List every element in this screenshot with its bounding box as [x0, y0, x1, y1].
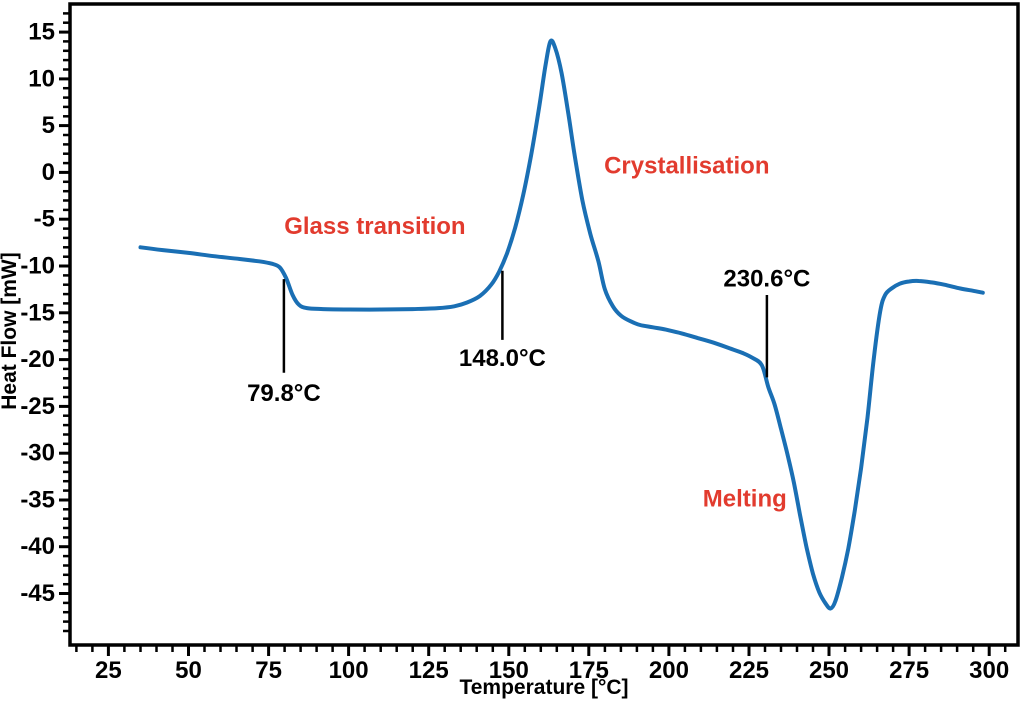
- annotations-group: Glass transition Crystallisation Melting 79…: [247, 152, 810, 512]
- y-tick-label: 5: [42, 112, 55, 139]
- x-axis-title: Temperature [°C]: [459, 676, 628, 699]
- phase-label-glass-transition: Glass transition: [284, 213, 465, 240]
- y-axis-title: Heat Flow [mW]: [0, 252, 21, 410]
- y-tick-label: 15: [28, 19, 55, 46]
- temp-marker-label: 230.6°C: [723, 266, 810, 293]
- y-tick-label: -25: [20, 393, 55, 420]
- plot-frame: [68, 2, 1020, 647]
- x-tick-label: 100: [329, 657, 369, 684]
- x-tick-label: 250: [809, 657, 849, 684]
- heat-flow-curve: [138, 38, 985, 611]
- x-axis-group: 25 50 75 100 125 150 175 200 225 250 275 300: [75, 645, 1009, 684]
- y-tick-label: 10: [28, 65, 55, 92]
- x-tick-label: 25: [95, 657, 122, 684]
- x-tick-label: 125: [409, 657, 449, 684]
- y-tick-label: -5: [34, 206, 55, 233]
- plot-frame-group: [68, 2, 1020, 647]
- phase-label-melting: Melting: [703, 486, 787, 513]
- y-tick-label: -45: [20, 580, 55, 607]
- y-tick-label: 0: [42, 159, 55, 186]
- x-tick-label: 50: [175, 657, 202, 684]
- x-tick-label: 75: [255, 657, 282, 684]
- y-tick-label: -15: [20, 299, 55, 326]
- curve-group: [138, 38, 985, 611]
- y-tick-label: -20: [20, 346, 55, 373]
- x-tick-label: 225: [729, 657, 769, 684]
- x-tick-label: 300: [969, 657, 1009, 684]
- temp-marker-label: 79.8°C: [247, 380, 321, 407]
- x-tick-label: 175: [569, 657, 609, 684]
- y-tick-label: -40: [20, 533, 55, 560]
- y-tick-label: -30: [20, 440, 55, 467]
- x-tick-label: 150: [489, 657, 529, 684]
- y-axis-group: 15 10 5 0 -5 -10 -15 -20 -25 -30 -35 -40 -45: [20, 12, 70, 633]
- phase-label-crystallisation: Crystallisation: [604, 152, 769, 179]
- y-tick-label: -35: [20, 487, 55, 514]
- x-tick-label: 200: [649, 657, 689, 684]
- x-tick-label: 275: [889, 657, 929, 684]
- temp-marker-label: 148.0°C: [459, 345, 546, 372]
- y-tick-label: -10: [20, 253, 55, 280]
